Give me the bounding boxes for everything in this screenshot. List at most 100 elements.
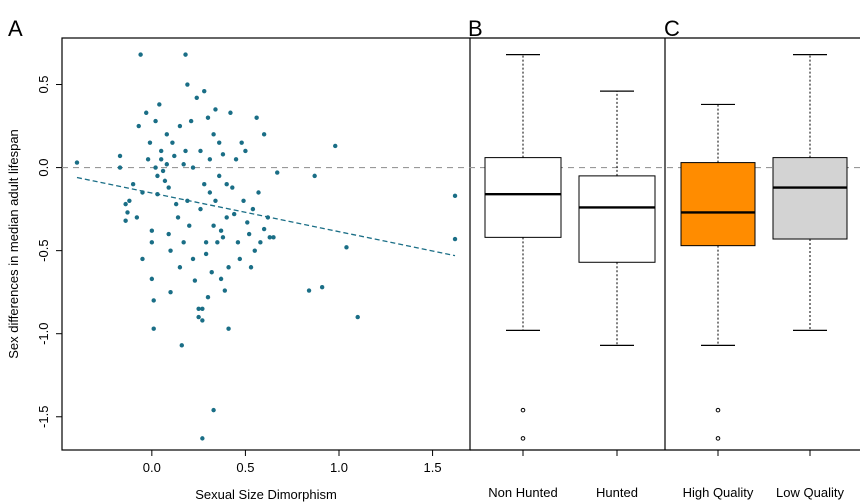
scatter-point — [144, 110, 149, 115]
x-tick-label: 1.0 — [330, 460, 348, 475]
scatter-point — [181, 240, 186, 245]
scatter-point — [312, 173, 317, 179]
scatter-point — [211, 223, 216, 228]
scatter-point — [261, 226, 267, 232]
scatter-point — [136, 123, 141, 129]
scatter-point — [149, 240, 155, 245]
scatter-point — [117, 153, 123, 159]
scatter-point — [185, 198, 190, 204]
panel-a-frame — [61, 37, 471, 451]
boxplot-panel-b: Non Hunted Hunted — [484, 54, 656, 500]
category-label: High Quality — [683, 485, 754, 500]
scatter-point — [207, 190, 213, 195]
scatter-point — [177, 265, 183, 270]
scatter-point — [157, 102, 162, 107]
scatter-point — [74, 160, 80, 165]
scatter-point — [237, 256, 242, 262]
scatter-point — [230, 185, 235, 190]
scatter-point — [190, 165, 196, 170]
x-axis: 0.0 0.5 1.0 1.5 — [143, 450, 442, 475]
box-iqr — [772, 157, 848, 240]
y-tick-label: -1.0 — [36, 323, 51, 345]
scatter-point — [222, 288, 228, 293]
scatter-point — [187, 223, 192, 228]
box-iqr — [578, 175, 656, 263]
scatter-point — [130, 181, 136, 187]
scatter-point — [211, 407, 216, 413]
scatter-point — [452, 236, 458, 242]
scatter-point — [164, 162, 170, 167]
scatter-point — [239, 140, 244, 145]
scatter-point — [245, 220, 250, 225]
x-axis-title: Sexual Size Dimorphism — [195, 487, 337, 502]
y-tick-label: -1.5 — [36, 406, 51, 428]
scatter-point — [218, 228, 224, 233]
scatter-point — [164, 132, 170, 137]
scatter-point — [190, 256, 196, 262]
y-tick-label: 0.0 — [36, 159, 51, 177]
scatter-point — [254, 115, 259, 120]
y-axis: 0.5 0.0 -0.5 -1.0 -1.5 — [36, 75, 62, 428]
box-outlier — [520, 407, 526, 413]
category-label: Hunted — [596, 485, 638, 500]
scatter-point — [172, 153, 177, 159]
scatter-point — [271, 235, 276, 240]
category-label: Low Quality — [776, 485, 844, 500]
scatter-point — [228, 110, 233, 115]
scatter-point — [205, 294, 211, 300]
scatter-point — [265, 215, 271, 220]
scatter-point — [226, 326, 231, 331]
scatter-point — [196, 314, 201, 320]
scatter-point — [192, 278, 198, 283]
scatter-point — [147, 140, 153, 145]
scatter-point — [127, 198, 132, 204]
category-label: Non Hunted — [488, 485, 557, 500]
x-tick-label: 0.0 — [143, 460, 161, 475]
scatter-point — [452, 193, 458, 199]
scatter-point — [233, 157, 239, 162]
scatter-point — [117, 165, 123, 170]
scatter-point — [160, 168, 166, 174]
scatter-point — [188, 118, 194, 124]
scatter-point — [231, 211, 237, 217]
scatter-point — [200, 436, 205, 441]
scatter-point — [226, 265, 231, 270]
scatter-point — [213, 198, 218, 204]
scatter-point — [198, 206, 203, 212]
scatter-point — [183, 52, 188, 57]
scatter-point — [220, 152, 226, 157]
scatter-point — [200, 318, 205, 323]
scatter-point — [151, 326, 156, 331]
scatter-point — [267, 235, 272, 240]
scatter-point — [248, 265, 254, 270]
scatter-point — [333, 143, 338, 149]
scatter-point — [213, 107, 218, 112]
scatter-point — [218, 276, 224, 282]
scatter-point — [211, 132, 216, 137]
scatter-point — [185, 82, 190, 87]
scatter-point — [306, 288, 312, 293]
scatter-point — [258, 240, 263, 245]
scatter-point — [125, 210, 130, 215]
scatter-point — [140, 190, 145, 195]
box-iqr — [680, 162, 756, 247]
scatter-point — [173, 201, 179, 207]
panel-letter-b: B — [468, 16, 483, 41]
panel-letter-c: C — [664, 16, 680, 41]
scatter-point — [198, 148, 203, 154]
y-axis-title: Sex differences in median adult lifespan — [6, 129, 21, 359]
scatter-point — [162, 178, 168, 184]
scatter-point — [194, 95, 199, 101]
scatter-point — [344, 245, 349, 250]
scatter-point — [202, 88, 207, 94]
scatter-point — [168, 289, 173, 295]
scatter-point — [241, 198, 246, 204]
scatter-point — [158, 157, 164, 162]
scatter-point — [224, 215, 229, 220]
scatter-point — [123, 201, 128, 207]
scatter-point — [196, 306, 201, 311]
scatter-point — [217, 173, 222, 179]
scatter-point — [153, 165, 158, 170]
scatter-point — [202, 181, 207, 187]
scatter-point — [355, 314, 360, 320]
